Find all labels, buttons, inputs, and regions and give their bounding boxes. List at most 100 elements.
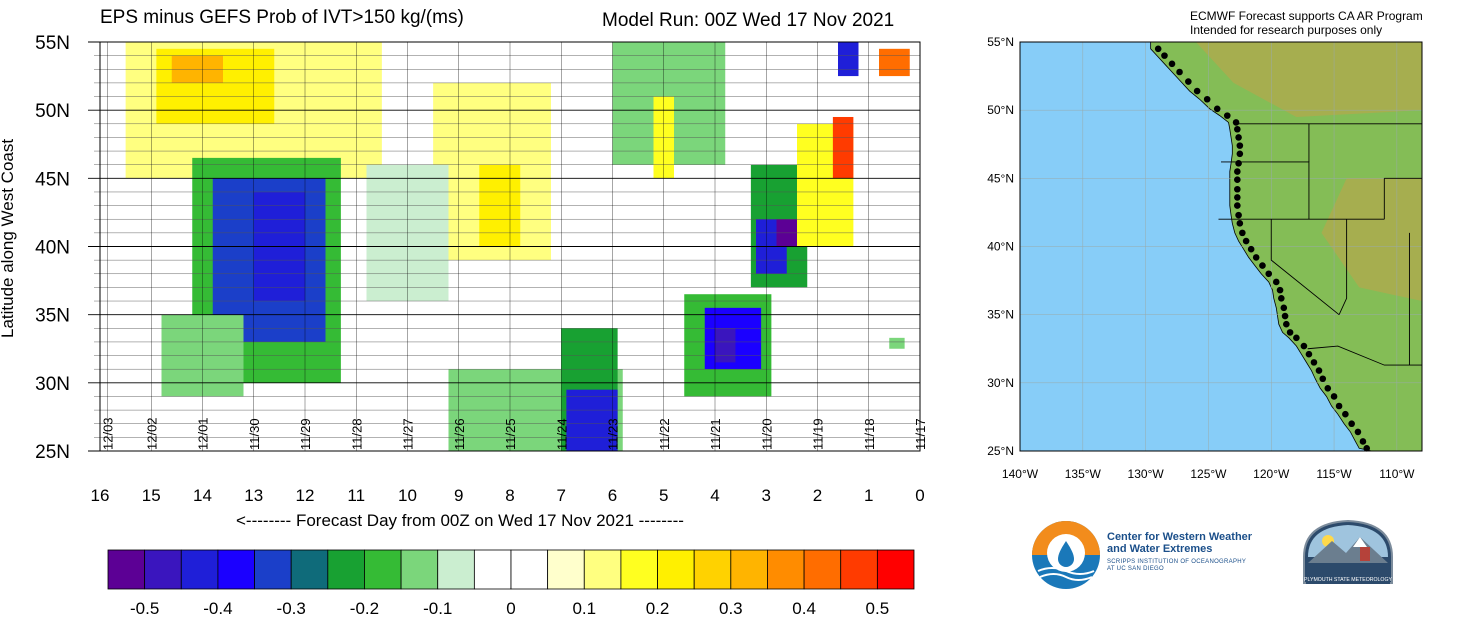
colorbar-swatch [767, 549, 805, 590]
coast-point [1235, 160, 1242, 167]
x-tick-label: 4 [710, 486, 719, 505]
highlands [1195, 42, 1422, 302]
coast-point [1276, 286, 1284, 294]
coast-point [1234, 176, 1241, 183]
y-tick-label: 55N [35, 33, 70, 54]
colorbar-swatch [144, 549, 182, 590]
coast-point [1154, 45, 1162, 53]
map-lon-label: 115°W [1316, 467, 1352, 481]
colorbar-swatch [547, 549, 585, 590]
x-tick-label: 3 [762, 486, 771, 505]
colorbar-swatch [437, 549, 475, 590]
colorbar-swatch [510, 549, 549, 590]
map-lon-label: 130°W [1128, 467, 1165, 481]
coast-point [1300, 342, 1308, 350]
coast-point [1242, 237, 1250, 245]
colorbar-swatch [876, 549, 915, 590]
colorbar-swatch [583, 549, 622, 590]
coast-map: 25°N30°N35°N40°N45°N50°N55°N 140°W 135°W 1… [987, 35, 1423, 481]
coast-point [1265, 270, 1273, 278]
coast-point [1234, 202, 1241, 209]
coast-point [1234, 194, 1241, 201]
coast-point [1185, 78, 1192, 85]
x-tick-label: 7 [557, 486, 566, 505]
heatmap-cell-12 [566, 389, 618, 451]
colorbar-swatch [327, 549, 365, 590]
x-tick-label: 1 [864, 486, 873, 505]
coast-point [1235, 134, 1242, 141]
coast-point [1247, 245, 1255, 253]
colorbar-swatch [180, 549, 219, 590]
map-lat-label: 55°N [987, 35, 1014, 49]
date-label: 11/19 [811, 418, 826, 450]
x-tick-label: 10 [398, 486, 417, 505]
cw3e-subtitle: SCRIPPS INSTITUTION OF OCEANOGRAPHY AT U… [1107, 559, 1246, 573]
coast-point [1234, 125, 1241, 133]
coast-point [1239, 229, 1246, 237]
date-label: 11/18 [862, 418, 877, 450]
colorbar-label: -0.2 [350, 599, 379, 618]
map-lon-label: 120°W [1253, 467, 1290, 481]
coast-point [1280, 304, 1288, 312]
coast-point [1234, 185, 1241, 193]
map-frame [1019, 41, 1423, 452]
map-lon-label: 135°W [1065, 467, 1102, 481]
coast-point [1354, 428, 1362, 436]
x-tick-label: 8 [505, 486, 514, 505]
y-tick-label: 50N [35, 101, 70, 122]
date-label: 11/28 [349, 418, 364, 450]
state-borders [1218, 123, 1422, 366]
coast-point [1176, 68, 1183, 76]
y-tick-label: 25N [35, 442, 70, 463]
colorbar-swatch [217, 549, 255, 590]
map-lat-label: 40°N [987, 240, 1014, 254]
colorbar-label: 0 [506, 599, 515, 618]
x-tick-label: 6 [608, 486, 617, 505]
colorbar-swatch [473, 549, 512, 590]
coast-point [1324, 384, 1332, 392]
colorbar-swatch [254, 549, 292, 590]
y-tick-label: 30N [35, 374, 70, 395]
x-tick-label: 2 [813, 486, 822, 505]
coast-point [1359, 438, 1367, 445]
coast-point [1234, 168, 1241, 175]
x-tick-label: 13 [244, 486, 263, 505]
coast-point [1310, 359, 1318, 366]
x-tick-label: 16 [91, 486, 110, 505]
map-lat-label: 30°N [987, 376, 1014, 390]
lat-tick-labels: 25°N 30°N 35°N 40°N 45°N 50°N 55°N [987, 35, 1014, 458]
map-lat-label: 25°N [987, 444, 1014, 458]
map-note-line2: Intended for research purposes only [1190, 23, 1383, 37]
date-label: 11/25 [503, 418, 518, 450]
date-label: 12/02 [144, 417, 159, 450]
heatmap-cell-24 [879, 48, 910, 77]
coast-point [1223, 112, 1231, 119]
cw3e-name-line1: Center for Western Weather [1107, 531, 1253, 543]
coast-point [1232, 119, 1240, 126]
map-lon-label: 125°W [1190, 467, 1227, 481]
coast-point [1283, 320, 1290, 328]
colorbar-swatch [693, 549, 732, 590]
colorbar-label: 0.2 [646, 599, 670, 618]
coast-point [1259, 262, 1266, 269]
colorbar-label: 0.3 [719, 599, 743, 618]
coast-point [1236, 142, 1244, 149]
coast-point [1281, 312, 1289, 320]
coast-point [1315, 367, 1323, 374]
y-tick-label: 35N [35, 306, 70, 327]
heatmap-cell-23 [838, 42, 859, 77]
date-label: 11/26 [452, 418, 467, 450]
coast-point [1203, 95, 1211, 103]
date-label: 11/30 [247, 418, 262, 450]
heatmap-cell-22 [832, 116, 854, 179]
colorbar-swatch [657, 549, 695, 590]
chart-title: EPS minus GEFS Prob of IVT>150 kg/(ms) [100, 7, 464, 28]
date-label: 11/24 [554, 418, 569, 450]
x-tick-label: 15 [142, 486, 161, 505]
lon-tick-labels: 140°W 135°W 130°W 125°W 120°W 115°W 110°W [1002, 467, 1415, 481]
date-label: 12/01 [196, 417, 211, 450]
cw3e-sub-line1: SCRIPPS INSTITUTION OF OCEANOGRAPHY [1107, 559, 1247, 565]
colorbar-label: 0.5 [866, 599, 890, 618]
cw3e-sub-line2: AT UC SAN DIEGO [1107, 566, 1164, 572]
